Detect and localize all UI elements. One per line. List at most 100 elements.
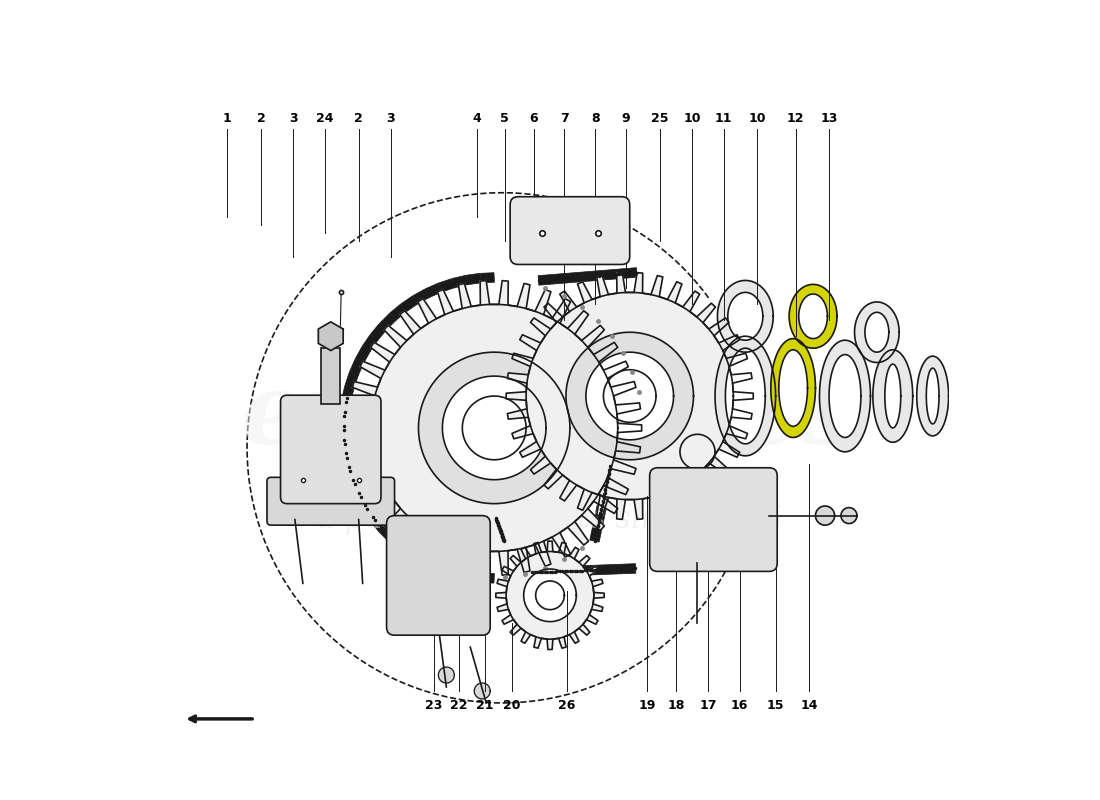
Bar (581, 566, 586, 575)
Polygon shape (506, 273, 754, 519)
Bar (350, 359, 364, 375)
Bar (371, 515, 387, 532)
Bar (498, 535, 507, 540)
Bar (601, 484, 610, 490)
Bar (480, 273, 494, 283)
Bar (551, 566, 557, 577)
Polygon shape (789, 285, 837, 348)
Bar (598, 496, 608, 502)
Bar (556, 566, 561, 576)
Bar (561, 274, 566, 283)
Bar (616, 564, 620, 574)
Text: 3: 3 (289, 112, 298, 125)
Bar (438, 564, 454, 577)
Bar (552, 274, 558, 284)
Bar (631, 268, 637, 278)
Bar (575, 272, 581, 282)
Bar (626, 564, 631, 574)
Bar (590, 536, 600, 542)
Text: 1: 1 (222, 112, 231, 125)
Bar (585, 566, 591, 575)
Polygon shape (926, 368, 939, 424)
Bar (339, 414, 349, 428)
Bar (362, 504, 378, 522)
Bar (339, 428, 349, 442)
Text: a passion for parts since 1985: a passion for parts since 1985 (317, 504, 783, 535)
Bar (355, 346, 371, 363)
Text: 7: 7 (560, 112, 569, 125)
Text: 11: 11 (715, 112, 733, 125)
Text: 17: 17 (700, 699, 716, 712)
Bar (565, 566, 571, 576)
Bar (531, 567, 536, 578)
Polygon shape (916, 356, 948, 436)
Bar (499, 538, 508, 542)
Polygon shape (496, 541, 604, 650)
Text: 24: 24 (317, 112, 334, 125)
Bar (602, 480, 612, 486)
Polygon shape (586, 352, 673, 440)
FancyBboxPatch shape (650, 468, 778, 571)
Polygon shape (829, 354, 861, 438)
Bar (604, 270, 609, 280)
Polygon shape (318, 322, 343, 350)
Bar (627, 268, 632, 278)
Bar (603, 472, 614, 478)
Bar (496, 531, 506, 536)
Bar (591, 565, 596, 575)
Bar (362, 334, 378, 351)
Bar (340, 441, 351, 456)
Bar (601, 565, 606, 574)
Bar (618, 269, 624, 278)
Polygon shape (799, 294, 827, 338)
Bar (496, 529, 505, 534)
Bar (400, 544, 418, 560)
Bar (426, 558, 442, 573)
Text: 10: 10 (748, 112, 766, 125)
Bar (600, 492, 609, 498)
Bar (452, 275, 468, 288)
Bar (597, 500, 607, 506)
Bar (371, 323, 387, 340)
Bar (400, 296, 418, 312)
Text: 16: 16 (732, 699, 748, 712)
Text: 19: 19 (639, 699, 656, 712)
Polygon shape (771, 338, 815, 438)
Bar (623, 269, 628, 278)
Polygon shape (725, 348, 766, 444)
Polygon shape (815, 506, 835, 525)
Bar (600, 270, 605, 280)
Bar (496, 530, 506, 534)
Text: 26: 26 (558, 699, 575, 712)
Bar (493, 521, 503, 525)
Bar (426, 283, 442, 298)
Bar (596, 565, 601, 574)
Polygon shape (439, 667, 454, 683)
Bar (591, 532, 601, 538)
Polygon shape (779, 350, 807, 426)
Polygon shape (873, 350, 913, 442)
Bar (355, 493, 371, 510)
Bar (610, 565, 616, 574)
Bar (494, 525, 504, 530)
Bar (604, 468, 614, 474)
Text: 8: 8 (591, 112, 600, 125)
Bar (492, 518, 502, 522)
Bar (606, 565, 610, 574)
Bar (595, 512, 605, 518)
Text: 6: 6 (530, 112, 538, 125)
Bar (389, 535, 407, 552)
Bar (345, 372, 359, 388)
Bar (350, 480, 364, 497)
FancyBboxPatch shape (280, 395, 381, 504)
Text: 18: 18 (668, 699, 684, 712)
Polygon shape (442, 376, 546, 480)
Text: 5: 5 (500, 112, 509, 125)
Bar (594, 516, 604, 522)
Bar (538, 275, 543, 285)
Text: 2: 2 (354, 112, 363, 125)
Polygon shape (820, 340, 870, 452)
Bar (452, 568, 468, 581)
Bar (561, 566, 566, 576)
Bar (321, 348, 340, 404)
